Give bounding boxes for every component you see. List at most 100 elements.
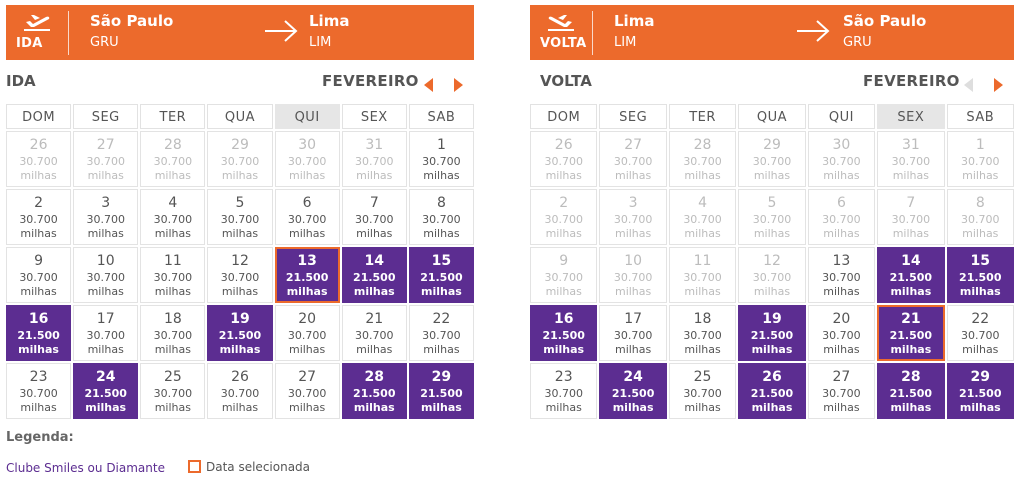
calendar-day[interactable]: 25 30.700 milhas (668, 363, 737, 419)
day-unit: milhas (288, 343, 326, 356)
day-price: 21.500 (959, 387, 1002, 400)
calendar-day[interactable]: 26 21.500 milhas (738, 363, 806, 419)
calendar-day[interactable]: 29 21.500 milhas (946, 363, 1014, 419)
prev-month-button[interactable] (424, 78, 433, 92)
calendar-day[interactable]: 18 30.700 milhas (140, 305, 206, 361)
calendar-day[interactable]: 17 30.700 milhas (599, 305, 667, 361)
origin-city: Lima (614, 12, 655, 30)
day-number: 26 (29, 137, 48, 153)
legend-selected: Data selecionada (188, 460, 310, 474)
day-number: 27 (624, 137, 643, 153)
day-price: 30.700 (153, 329, 193, 342)
calendar-day[interactable]: 9 30.700 milhas (6, 247, 72, 303)
day-price: 30.700 (153, 387, 193, 400)
calendar-day[interactable]: 18 30.700 milhas (668, 305, 737, 361)
calendar-day[interactable]: 2 30.700 milhas (6, 189, 72, 245)
weekday-header: TER (668, 104, 737, 129)
calendar-day[interactable]: 14 21.500 milhas (341, 247, 407, 303)
day-unit: milhas (221, 401, 259, 414)
destination-city: São Paulo (843, 12, 927, 30)
origin-city: São Paulo (90, 12, 174, 30)
selected-swatch-icon (188, 460, 201, 473)
calendar-day: 12 30.700 milhas (738, 247, 806, 303)
calendar-day[interactable]: 24 21.500 milhas (73, 363, 139, 419)
day-unit: milhas (421, 401, 462, 414)
calendar-day[interactable]: 29 21.500 milhas (408, 363, 474, 419)
calendar-day[interactable]: 17 30.700 milhas (73, 305, 139, 361)
prev-month-button[interactable] (964, 78, 973, 92)
calendar-day[interactable]: 20 30.700 milhas (807, 305, 876, 361)
calendar-day[interactable]: 19 21.500 milhas (738, 305, 806, 361)
calendar-day[interactable]: 16 21.500 milhas (6, 305, 72, 361)
calendar-day[interactable]: 1 30.700 milhas (408, 131, 474, 187)
calendar-day[interactable]: 5 30.700 milhas (207, 189, 273, 245)
calendar-day: 31 30.700 milhas (341, 131, 407, 187)
day-unit: milhas (154, 227, 191, 240)
day-unit: milhas (421, 285, 462, 298)
day-unit: milhas (962, 343, 999, 356)
day-price: 30.700 (153, 155, 193, 168)
weekday-header: QUA (207, 104, 273, 129)
calendar-day[interactable]: 23 30.700 milhas (530, 363, 598, 419)
destination: São Paulo GRU (843, 12, 926, 52)
day-unit: milhas (684, 227, 721, 240)
day-unit: milhas (356, 169, 393, 182)
calendar-day[interactable]: 19 21.500 milhas (207, 305, 273, 361)
day-price: 30.700 (19, 155, 58, 168)
day-unit: milhas (356, 343, 393, 356)
day-number: 16 (28, 311, 49, 327)
calendar-day-selected[interactable]: 13 21.500 milhas (274, 247, 340, 303)
weekday-header: QUI (807, 104, 876, 129)
calendar-day[interactable]: 24 21.500 milhas (599, 363, 667, 419)
calendar-day[interactable]: 14 21.500 milhas (877, 247, 945, 303)
month-label: FEVEREIRO (863, 72, 960, 90)
calendar-day[interactable]: 26 30.700 milhas (207, 363, 273, 419)
calendar-day[interactable]: 22 30.700 milhas (946, 305, 1014, 361)
calendar-day[interactable]: 15 21.500 milhas (946, 247, 1014, 303)
calendar-day[interactable]: 27 30.700 milhas (274, 363, 340, 419)
day-price: 30.700 (613, 155, 653, 168)
calendar-day[interactable]: 28 21.500 milhas (341, 363, 407, 419)
calendar-day[interactable]: 23 30.700 milhas (6, 363, 72, 419)
calendar-day-selected[interactable]: 21 21.500 milhas (877, 305, 945, 361)
calendar-day[interactable]: 12 30.700 milhas (207, 247, 273, 303)
next-month-button[interactable] (994, 78, 1003, 92)
day-number: 4 (698, 195, 708, 211)
calendar-day[interactable]: 10 30.700 milhas (73, 247, 139, 303)
day-price: 30.700 (961, 155, 1000, 168)
calendar-day: 6 30.700 milhas (807, 189, 876, 245)
day-unit: milhas (221, 285, 259, 298)
day-price: 30.700 (683, 387, 722, 400)
day-price: 30.700 (355, 329, 394, 342)
day-price: 21.500 (353, 271, 396, 284)
day-unit: milhas (87, 169, 124, 182)
day-price: 21.500 (889, 271, 933, 284)
day-price: 30.700 (891, 155, 931, 168)
calendar-day: 7 30.700 milhas (877, 189, 945, 245)
calendar-day: 3 30.700 milhas (599, 189, 667, 245)
calendar-day[interactable]: 22 30.700 milhas (408, 305, 474, 361)
day-price: 21.500 (611, 387, 655, 400)
calendar-day[interactable]: 3 30.700 milhas (73, 189, 139, 245)
day-number: 5 (235, 195, 245, 211)
calendar-day[interactable]: 16 21.500 milhas (530, 305, 598, 361)
calendar-day[interactable]: 7 30.700 milhas (341, 189, 407, 245)
calendar-day[interactable]: 6 30.700 milhas (274, 189, 340, 245)
day-unit: milhas (545, 401, 582, 414)
calendar-day[interactable]: 25 30.700 milhas (140, 363, 206, 419)
calendar-day[interactable]: 21 30.700 milhas (341, 305, 407, 361)
calendar-day[interactable]: 11 30.700 milhas (140, 247, 206, 303)
calendar-day[interactable]: 15 21.500 milhas (408, 247, 474, 303)
day-number: 25 (163, 369, 182, 385)
calendar-day[interactable]: 4 30.700 milhas (140, 189, 206, 245)
day-price: 30.700 (220, 213, 260, 226)
next-month-button[interactable] (454, 78, 463, 92)
calendar-day[interactable]: 20 30.700 milhas (274, 305, 340, 361)
calendar-day[interactable]: 13 30.700 milhas (807, 247, 876, 303)
calendar-day[interactable]: 27 30.700 milhas (807, 363, 876, 419)
weekday-header: SEX (877, 104, 945, 129)
calendar-day[interactable]: 8 30.700 milhas (408, 189, 474, 245)
day-unit: milhas (423, 227, 460, 240)
calendar-day[interactable]: 28 21.500 milhas (877, 363, 945, 419)
day-number: 24 (623, 369, 643, 385)
